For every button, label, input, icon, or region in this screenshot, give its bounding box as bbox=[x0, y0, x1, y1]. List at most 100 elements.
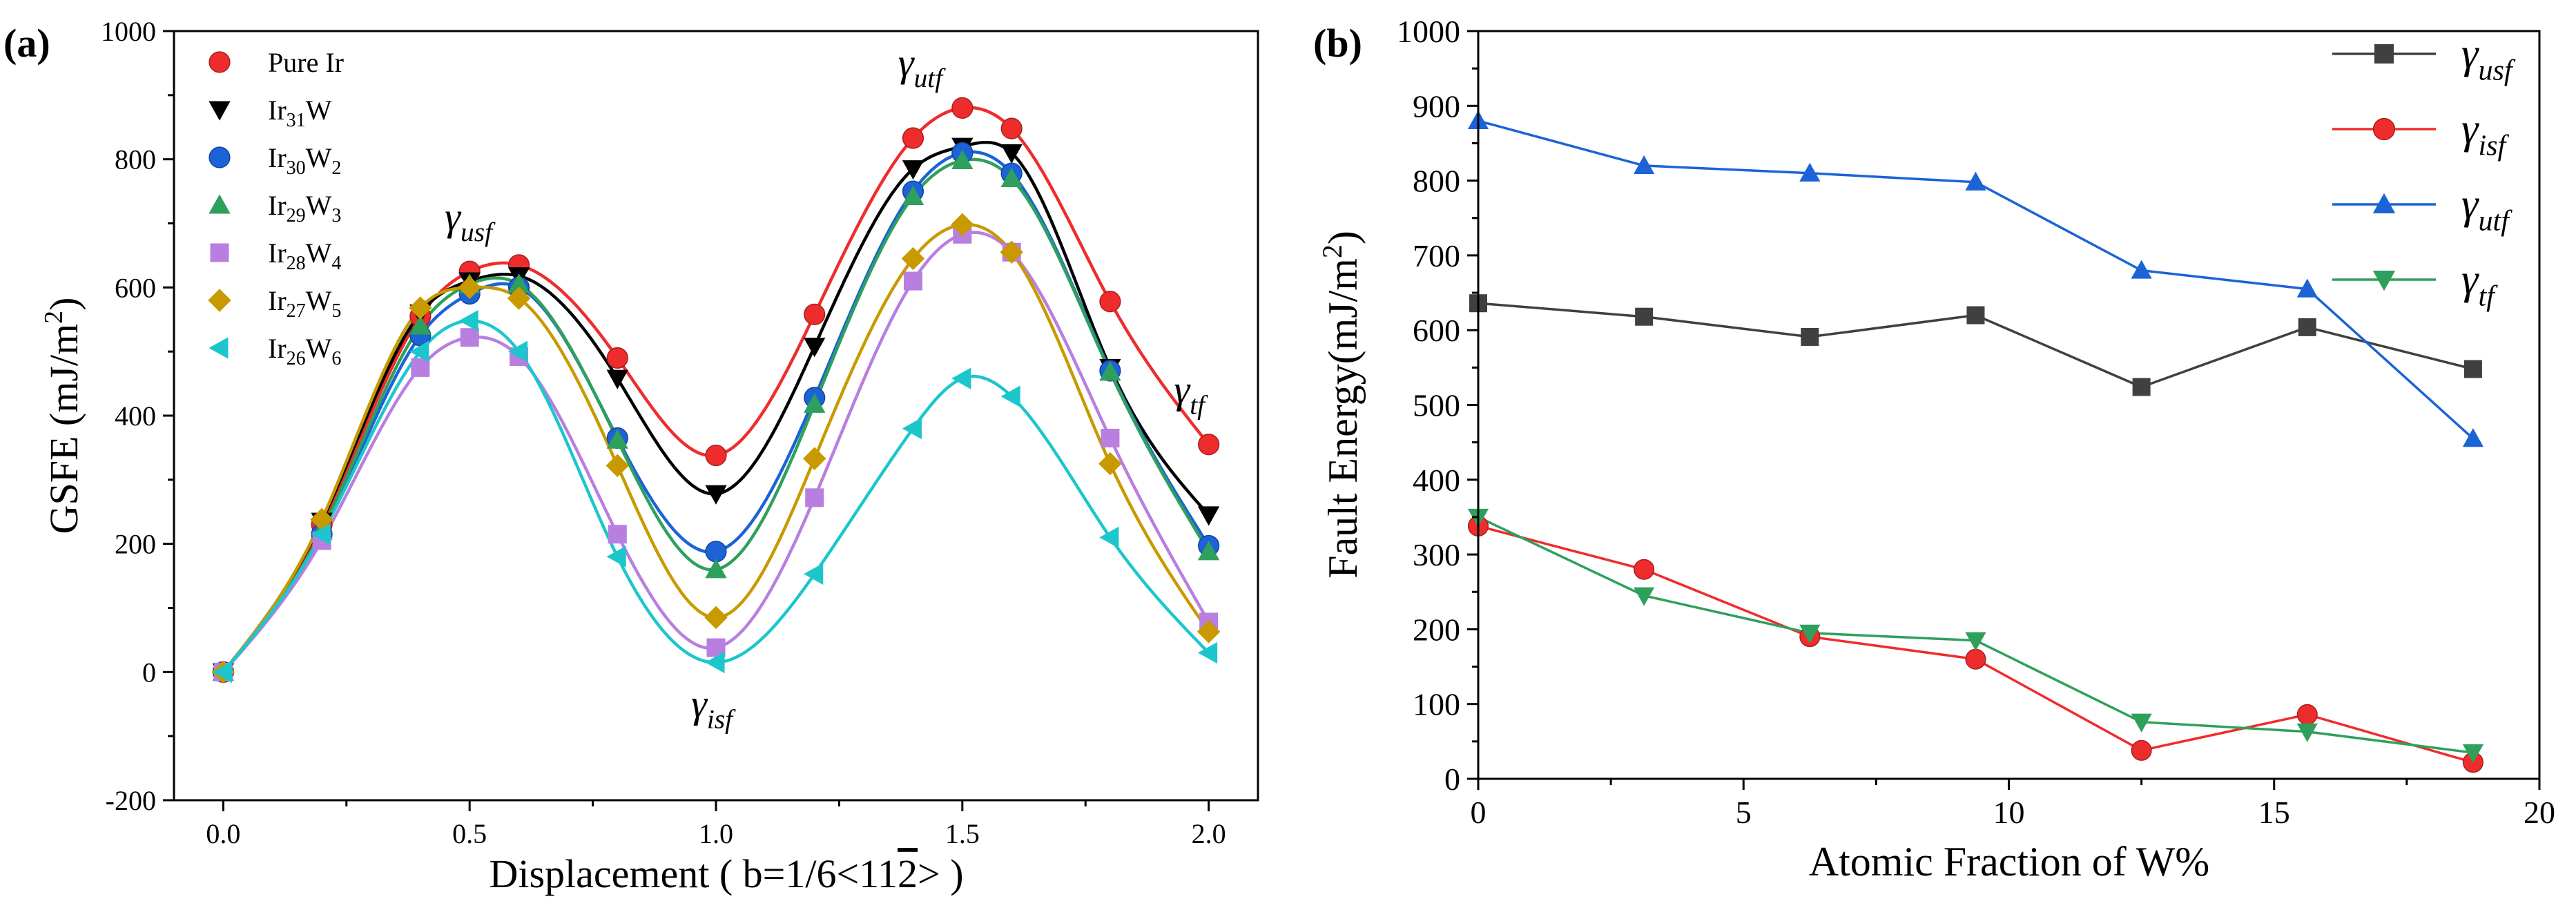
a-point-Ir29W3 bbox=[507, 273, 530, 293]
a-y-tick-label: 600 bbox=[115, 272, 156, 303]
a-point-Ir26W6 bbox=[705, 651, 725, 674]
b-y-tick-label: 700 bbox=[1413, 238, 1460, 273]
b-point-isf bbox=[1965, 648, 1986, 670]
b-panel-label: (b) bbox=[1313, 21, 1362, 66]
a-point-Pure Ir bbox=[705, 444, 727, 467]
a-point-Ir29W3 bbox=[804, 393, 826, 413]
b-point-tf bbox=[1799, 624, 1821, 643]
b-point-isf bbox=[2131, 739, 2152, 761]
a-point-Ir31W bbox=[606, 369, 628, 389]
a-point-Ir27W5 bbox=[951, 213, 974, 237]
a-point-Ir26W6 bbox=[409, 340, 429, 362]
b-point-isf bbox=[1634, 559, 1655, 580]
a-point-Ir26W6 bbox=[212, 661, 232, 683]
a-point-Pure Ir bbox=[1198, 434, 1220, 456]
b-y-tick-label: 600 bbox=[1413, 313, 1460, 348]
a-point-Ir31W bbox=[1197, 506, 1220, 526]
b-point-isf bbox=[2296, 704, 2318, 725]
a-data-markers bbox=[211, 97, 1221, 684]
a-legend-marker bbox=[209, 51, 231, 73]
a-point-Ir27W5 bbox=[409, 296, 432, 320]
a-annotation-gamma-isf: γisf bbox=[691, 681, 736, 734]
b-legend-marker bbox=[2372, 271, 2396, 291]
a-legend-label: Ir26W6 bbox=[268, 333, 341, 369]
a-legend-marker bbox=[209, 337, 229, 359]
a-legend-marker bbox=[209, 101, 231, 121]
a-point-Ir27W5 bbox=[458, 275, 481, 300]
b-legend-label-usf: γusf bbox=[2461, 30, 2516, 86]
a-point-Pure Ir bbox=[902, 127, 924, 149]
a-point-Pure Ir bbox=[804, 303, 826, 325]
a-y-axis-title: GSFE (mJ/m2) bbox=[39, 298, 86, 534]
a-axes: 0.0 0.5 1.0 1.5 2.0 -200 0 200 400 600 800 1000 bbox=[101, 16, 1226, 849]
a-legend-label: Ir29W3 bbox=[268, 190, 341, 226]
a-legend: Pure Ir Ir31W Ir30W2 Ir29W3 Ir28W4 Ir27W5 Ir26… bbox=[208, 47, 344, 369]
a-point-Ir26W6 bbox=[902, 417, 922, 440]
a-point-Ir31W bbox=[1000, 144, 1023, 164]
a-x-tick-label: 0.5 bbox=[452, 818, 487, 849]
a-point-Ir29W3 bbox=[1000, 167, 1023, 188]
a-legend-marker bbox=[209, 194, 231, 214]
b-y-tick-label: 300 bbox=[1413, 537, 1460, 572]
a-point-Ir27W5 bbox=[901, 246, 925, 271]
b-point-usf bbox=[1801, 327, 1819, 346]
b-y-tick-label: 400 bbox=[1413, 463, 1460, 498]
a-point-Ir27W5 bbox=[704, 606, 728, 630]
a-point-Ir27W5 bbox=[802, 447, 826, 470]
b-point-utf bbox=[1634, 155, 1655, 175]
b-legend-label-utf: γutf bbox=[2461, 181, 2512, 237]
b-y-tick-label: 800 bbox=[1413, 164, 1460, 199]
a-point-Ir26W6 bbox=[951, 367, 971, 389]
a-x-axis-title: Displacement ( b=1/6<112> ) bbox=[489, 851, 963, 896]
b-x-axis-title: Atomic Fraction of W% bbox=[1809, 839, 2209, 884]
a-legend-marker bbox=[210, 243, 229, 262]
b-y-tick-label: 1000 bbox=[1397, 14, 1460, 49]
b-point-usf bbox=[2463, 360, 2482, 378]
b-point-tf bbox=[2131, 713, 2152, 733]
b-point-utf bbox=[1799, 162, 1821, 182]
b-x-tick-label: 20 bbox=[2524, 795, 2555, 830]
a-point-Ir29W3 bbox=[902, 185, 924, 206]
a-legend-label: Ir31W bbox=[268, 95, 332, 131]
a-point-Ir31W bbox=[902, 160, 924, 180]
panel-b: 0 5 10 15 2001002003004005006007008009001000… bbox=[1313, 14, 2555, 884]
a-point-Ir29W3 bbox=[606, 429, 628, 449]
a-legend-label: Pure Ir bbox=[268, 47, 344, 78]
a-point-Pure Ir bbox=[951, 97, 974, 119]
a-point-Ir28W4 bbox=[411, 358, 430, 377]
b-point-utf bbox=[2296, 278, 2318, 298]
a-x-tick-label: 1.5 bbox=[945, 818, 980, 849]
a-legend-label: Ir30W2 bbox=[268, 142, 341, 179]
a-point-Ir26W6 bbox=[458, 309, 478, 332]
a-legend-marker bbox=[209, 146, 231, 168]
b-point-utf bbox=[2462, 428, 2484, 447]
a-point-Ir27W5 bbox=[1197, 620, 1221, 643]
a-x-tick-label: 0.0 bbox=[206, 818, 240, 849]
a-point-Ir28W4 bbox=[460, 328, 479, 347]
a-legend-label: Ir27W5 bbox=[268, 285, 341, 322]
a-point-Ir28W4 bbox=[608, 525, 627, 544]
b-point-utf bbox=[1965, 171, 1986, 191]
b-point-tf bbox=[1634, 587, 1655, 606]
a-y-tick-label: 0 bbox=[142, 657, 156, 688]
b-y-tick-label: 500 bbox=[1413, 388, 1460, 423]
a-point-Ir29W3 bbox=[951, 149, 974, 170]
b-y-tick-label: 0 bbox=[1444, 762, 1460, 797]
a-annotation-gamma-usf: γusf bbox=[445, 194, 496, 247]
a-point-Ir26W6 bbox=[1197, 641, 1218, 664]
b-point-tf bbox=[1965, 632, 1986, 651]
a-point-Ir27W5 bbox=[1000, 240, 1023, 264]
b-legend-marker bbox=[2372, 117, 2396, 141]
a-point-Ir27W5 bbox=[507, 287, 531, 310]
b-legend-marker bbox=[2372, 193, 2396, 213]
a-point-Ir29W3 bbox=[1099, 361, 1121, 381]
a-x-tick-label: 2.0 bbox=[1192, 818, 1226, 849]
a-point-Ir27W5 bbox=[1098, 452, 1122, 476]
b-point-tf bbox=[2296, 723, 2318, 742]
b-x-tick-label: 0 bbox=[1471, 795, 1486, 830]
a-point-Pure Ir bbox=[1099, 291, 1121, 313]
a-point-Ir29W3 bbox=[705, 559, 727, 579]
